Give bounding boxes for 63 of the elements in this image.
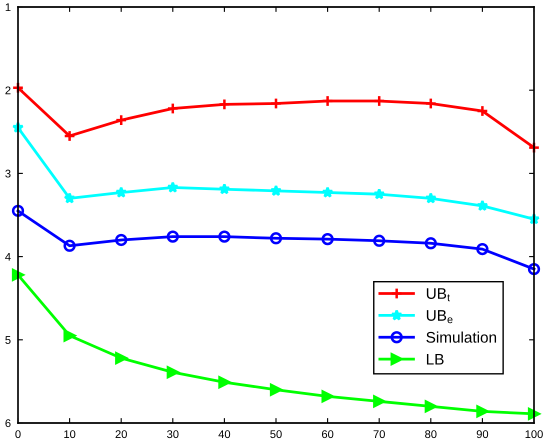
y-tick-label: 3	[5, 170, 11, 178]
point	[373, 395, 386, 408]
point	[115, 114, 128, 126]
point	[166, 102, 179, 115]
point	[115, 352, 128, 364]
point	[424, 192, 437, 204]
point	[166, 230, 179, 243]
point	[528, 141, 540, 154]
point	[322, 186, 334, 198]
point	[528, 408, 540, 420]
x-tick-label: 60	[322, 430, 334, 438]
point	[218, 183, 230, 194]
x-tick-label: 70	[374, 430, 385, 438]
x-tick-label: 40	[218, 430, 230, 438]
point	[373, 94, 386, 108]
point	[321, 390, 334, 402]
x-tick-label: 50	[270, 430, 282, 438]
point	[424, 237, 437, 250]
point	[270, 232, 282, 244]
point	[321, 233, 334, 246]
point	[218, 376, 231, 388]
y-tick-label: 4	[5, 252, 11, 261]
x-tick-label: 10	[64, 430, 76, 438]
point	[476, 243, 489, 256]
legend-label: UB$_{e}$	[426, 310, 453, 324]
x-tick-label: 100	[526, 430, 543, 438]
point	[218, 98, 231, 110]
point	[63, 330, 76, 342]
point	[373, 188, 386, 200]
y-tick-label: 6	[5, 419, 11, 428]
point	[476, 405, 489, 418]
point	[424, 400, 437, 412]
point	[321, 94, 334, 108]
point	[373, 234, 386, 247]
point	[424, 97, 437, 110]
x-tick-label: 90	[476, 430, 488, 438]
point	[270, 384, 282, 396]
point	[270, 97, 282, 110]
point	[63, 240, 76, 252]
point	[476, 104, 489, 118]
point	[12, 204, 24, 217]
point	[115, 234, 128, 246]
point	[64, 192, 76, 204]
x-tick-label: 20	[116, 430, 127, 438]
legend-label: UB$_{t}$	[426, 288, 450, 302]
point	[166, 366, 179, 378]
point	[12, 268, 24, 282]
y-tick-label: 2	[5, 86, 10, 94]
x-tick-label: 80	[425, 430, 437, 438]
legend-label: LB	[426, 354, 444, 364]
y-tick-label: 1	[6, 3, 11, 12]
y-tick-label: 5	[5, 336, 11, 344]
point	[63, 130, 76, 142]
x-tick-label: 30	[167, 430, 179, 438]
point	[476, 200, 488, 212]
legend-label: Simulation	[426, 332, 496, 343]
point	[218, 230, 231, 243]
point	[166, 181, 179, 193]
point	[270, 184, 282, 196]
point	[528, 262, 540, 276]
x-tick-label: 0	[15, 430, 21, 438]
point	[115, 186, 128, 198]
point	[12, 82, 24, 94]
